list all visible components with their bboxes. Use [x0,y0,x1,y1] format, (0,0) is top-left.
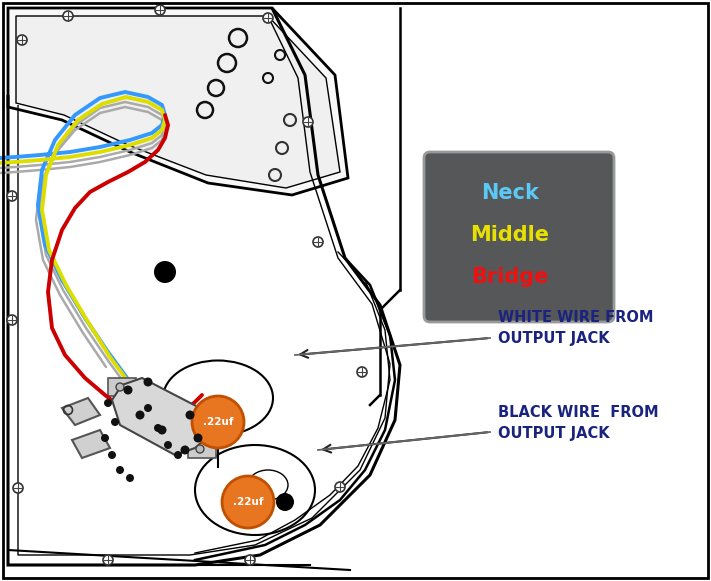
Text: WHITE WIRE FROM
OUTPUT JACK: WHITE WIRE FROM OUTPUT JACK [498,310,653,346]
Circle shape [104,399,112,407]
Circle shape [192,396,244,448]
Text: Middle: Middle [471,225,550,245]
Circle shape [155,5,165,15]
Circle shape [7,191,17,201]
Circle shape [111,418,119,426]
Circle shape [7,315,17,325]
Circle shape [357,367,367,377]
Text: .22uf: .22uf [232,497,263,507]
Polygon shape [16,16,340,188]
Circle shape [154,424,162,432]
FancyBboxPatch shape [424,152,614,322]
Circle shape [136,411,144,419]
Circle shape [181,446,190,454]
Polygon shape [112,378,210,455]
Circle shape [186,411,195,419]
Bar [188,440,216,458]
Circle shape [63,11,73,21]
Circle shape [263,13,273,23]
Circle shape [144,378,152,386]
Circle shape [17,35,27,45]
Bar [108,378,136,396]
Circle shape [164,441,172,449]
Polygon shape [72,430,110,458]
Polygon shape [8,107,400,565]
Circle shape [158,425,166,435]
Circle shape [108,451,116,459]
Circle shape [276,493,294,511]
Circle shape [335,482,345,492]
Circle shape [103,555,113,565]
Circle shape [116,383,124,391]
Circle shape [303,117,313,127]
Text: .22uf: .22uf [203,417,233,427]
Circle shape [13,483,23,493]
Text: Bridge: Bridge [471,267,549,287]
Circle shape [193,433,203,443]
Circle shape [144,404,152,412]
Circle shape [101,434,109,442]
Circle shape [313,237,323,247]
Circle shape [154,261,176,283]
Circle shape [174,451,182,459]
Text: BLACK WIRE  FROM
OUTPUT JACK: BLACK WIRE FROM OUTPUT JACK [498,405,658,441]
Circle shape [196,445,204,453]
Circle shape [222,476,274,528]
Circle shape [126,474,134,482]
Circle shape [116,466,124,474]
Circle shape [124,386,132,394]
Polygon shape [62,398,100,425]
Text: Neck: Neck [481,183,539,203]
Polygon shape [8,8,348,195]
Circle shape [245,555,255,565]
